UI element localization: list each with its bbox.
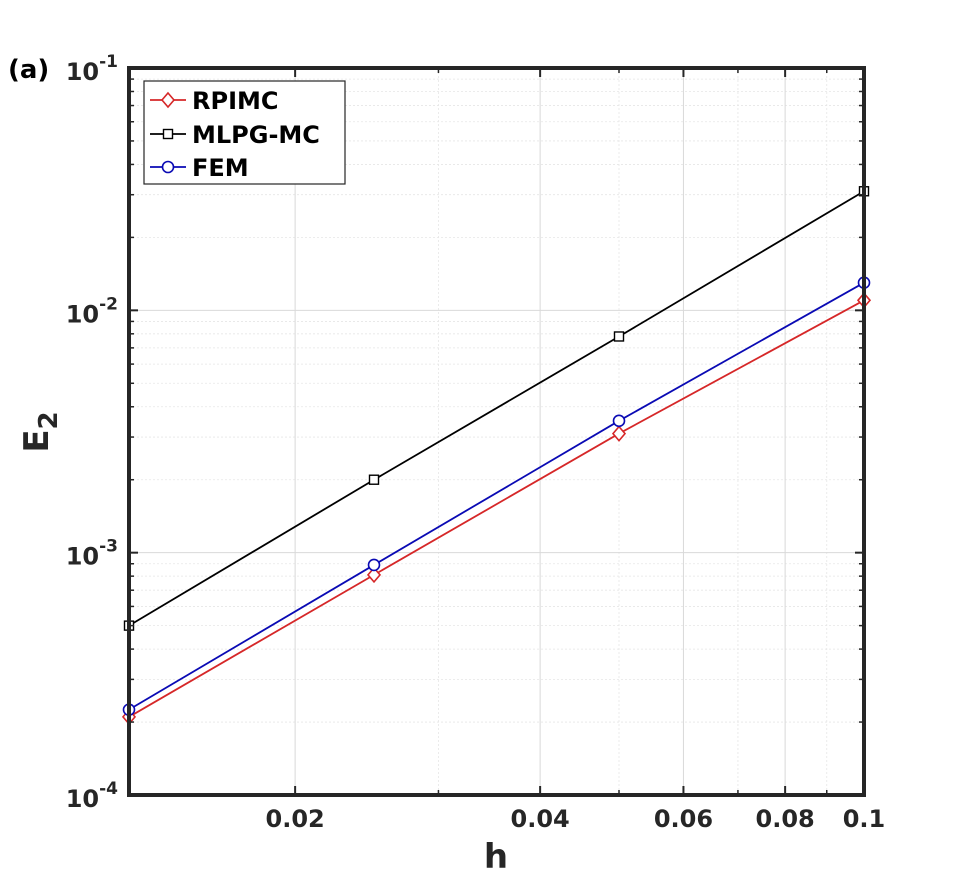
legend-label: RPIMC xyxy=(192,87,279,115)
y-tick-base: 10 xyxy=(66,58,99,86)
y-tick-label: 10-2 xyxy=(66,294,118,328)
legend-marker xyxy=(160,91,176,109)
major-grid xyxy=(129,68,864,795)
data-point xyxy=(367,558,381,572)
legend-entry-fem: FEM xyxy=(150,154,249,182)
y-axis-label-main: E xyxy=(17,429,57,452)
y-tick-exponent: -3 xyxy=(99,537,118,557)
series-line xyxy=(128,299,865,718)
y-axis-label-subscript: 2 xyxy=(34,411,64,429)
y-tick-exponent: -4 xyxy=(99,779,118,799)
legend-marker xyxy=(161,160,175,174)
legend-entry-rpimc: RPIMC xyxy=(150,87,279,115)
x-axis-label: h xyxy=(484,837,508,877)
x-tick-label: 0.02 xyxy=(266,805,325,833)
legend-label: FEM xyxy=(192,154,249,182)
panel-label: (a) xyxy=(8,55,49,85)
y-axis: 10-410-310-210-1 xyxy=(66,52,864,813)
data-point xyxy=(611,425,627,442)
plot-frame xyxy=(127,66,866,797)
y-tick-exponent: -1 xyxy=(99,52,118,72)
x-tick-label: 0.1 xyxy=(843,805,886,833)
y-tick-label: 10-4 xyxy=(66,779,118,813)
svg-text:E2: E2 xyxy=(17,411,64,452)
data-point xyxy=(613,331,625,342)
x-tick-label: 0.08 xyxy=(756,805,815,833)
data-point xyxy=(612,414,626,428)
legend: RPIMC MLPG-MC FEM xyxy=(143,80,346,185)
plot-background xyxy=(129,68,864,795)
y-tick-label: 10-3 xyxy=(66,537,118,571)
data-point xyxy=(368,474,380,485)
data-point xyxy=(366,566,382,584)
y-axis-label: E2 xyxy=(17,411,64,452)
series-line xyxy=(128,190,865,627)
y-tick-base: 10 xyxy=(66,785,99,813)
x-tick-label: 0.04 xyxy=(511,805,570,833)
x-axis: 0.02 0.04 0.06 0.08 0.1 xyxy=(266,68,886,833)
y-tick-label: 10-1 xyxy=(66,52,118,86)
legend-label: MLPG-MC xyxy=(192,121,320,149)
series-fem xyxy=(122,276,871,716)
y-tick-exponent: -2 xyxy=(99,294,118,314)
series-line xyxy=(128,281,865,711)
minor-grid xyxy=(129,68,864,795)
legend-marker xyxy=(162,128,174,140)
legend-entry-mlpg-mc: MLPG-MC xyxy=(150,121,320,149)
y-tick-base: 10 xyxy=(66,300,99,328)
y-tick-base: 10 xyxy=(66,543,99,571)
x-tick-label: 0.06 xyxy=(654,805,713,833)
